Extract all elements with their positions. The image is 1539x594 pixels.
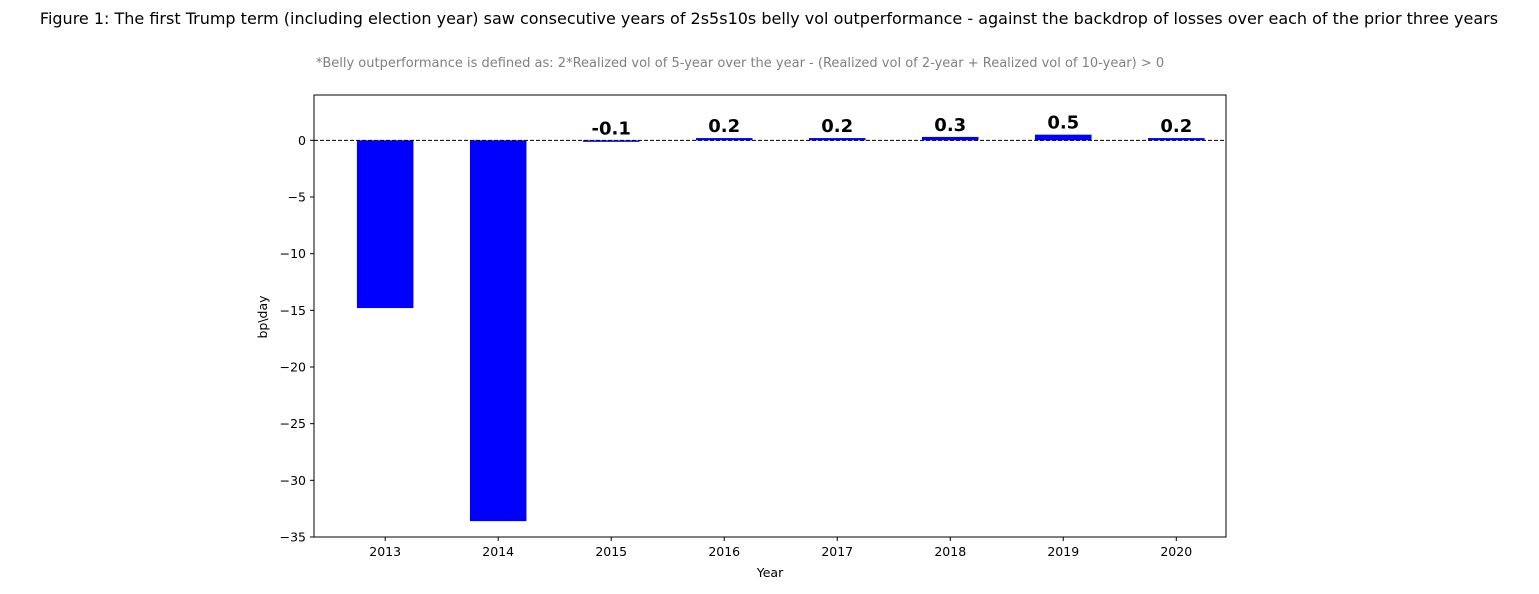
data-label-2019: 0.5: [1047, 113, 1079, 134]
y-tick-label: −35: [280, 530, 306, 545]
data-label-2015: -0.1: [592, 118, 631, 139]
bar-2020: [1148, 138, 1205, 141]
bar-2013: [356, 140, 414, 309]
x-tick-label: 2019: [1047, 544, 1079, 559]
x-tick-label: 2016: [708, 544, 740, 559]
x-tick-label: 2020: [1160, 544, 1192, 559]
data-label-2017: 0.2: [821, 116, 853, 137]
x-tick-label: 2017: [821, 544, 853, 559]
data-label-2020: 0.2: [1160, 116, 1192, 137]
plot-frame: [313, 94, 1227, 538]
x-tick-label: 2015: [595, 544, 627, 559]
plot-area: 0 −5 −10 −15 −20 −25 −30 −35 2013 2014 2015 2016 201…: [280, 94, 1227, 559]
data-label-2018: 0.3: [934, 115, 966, 136]
y-tick-label: −25: [280, 416, 306, 431]
y-tick-label: −10: [280, 246, 306, 261]
x-tick-label: 2013: [369, 544, 401, 559]
x-axis-label: Year: [756, 565, 784, 580]
bar-2015: [582, 140, 640, 142]
bar-2017: [808, 138, 866, 141]
y-tick-label: −20: [280, 360, 306, 375]
chart-subtitle: *Belly outperformance is defined as: 2*R…: [316, 56, 1164, 71]
data-label-2016: 0.2: [708, 116, 740, 137]
bar-2018: [922, 136, 979, 141]
bar-2014: [469, 140, 527, 522]
x-tick-label: 2018: [934, 544, 966, 559]
y-tick-label: −30: [280, 473, 306, 488]
y-tick-label: −15: [280, 303, 306, 318]
y-tick-label: 0: [298, 133, 306, 148]
bar-2019: [1035, 134, 1092, 141]
bar-2016: [695, 138, 753, 141]
y-axis-label: bp\day: [255, 295, 270, 339]
y-tick-label: −5: [288, 190, 306, 205]
x-tick-label: 2014: [482, 544, 514, 559]
chart-title: Figure 1: The first Trump term (includin…: [40, 9, 1498, 28]
